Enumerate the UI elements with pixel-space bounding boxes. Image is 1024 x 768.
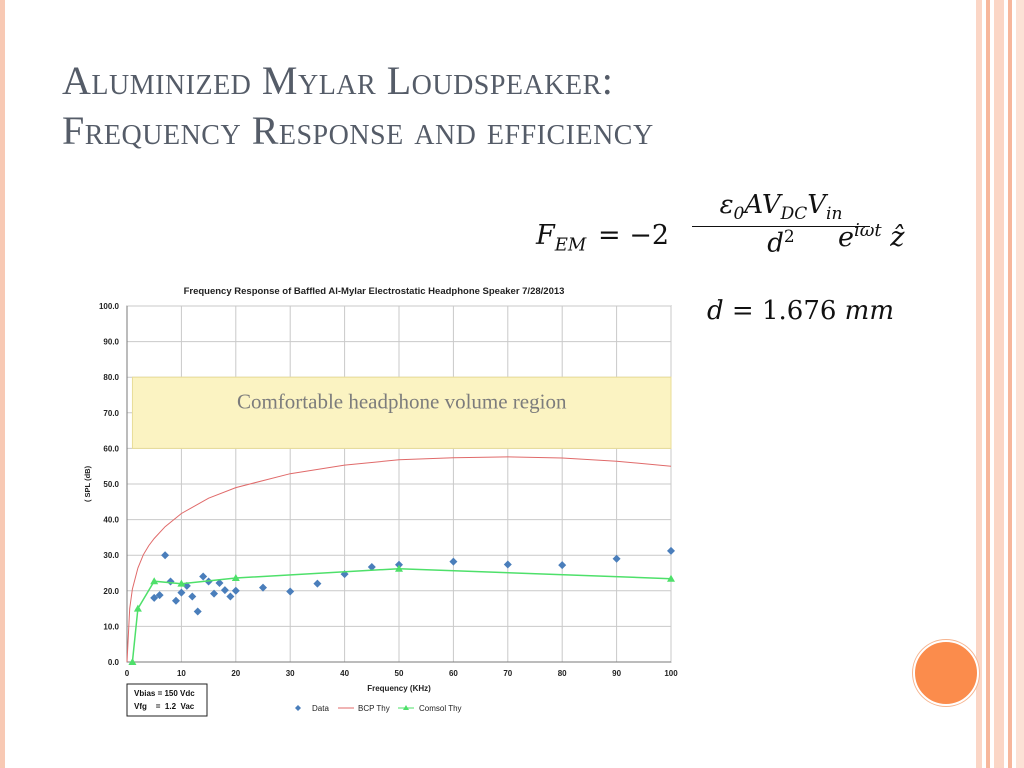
x-tick-label: 40 <box>340 669 349 678</box>
formula-equals-coefficient: = −2 <box>598 220 670 251</box>
formula-fraction: ε0AVDCVin d2 <box>692 190 870 259</box>
data-point <box>210 589 219 598</box>
data-point <box>177 588 186 597</box>
x-axis-label: Frequency (KHz) <box>367 684 431 693</box>
data-point <box>220 586 229 595</box>
legend-marker-data <box>295 705 301 711</box>
formula-lhs: FEM <box>536 220 587 256</box>
y-tick-label: 70.0 <box>103 409 119 418</box>
right-decorative-stripes <box>976 0 1024 768</box>
data-point <box>199 572 208 581</box>
x-tick-label: 90 <box>612 669 621 678</box>
data-point <box>188 592 197 601</box>
comfortable-volume-region-label: Comfortable headphone volume region <box>237 390 567 414</box>
legend-label: Data <box>312 704 329 713</box>
distance-equation: d = 1.676 mm <box>707 296 894 326</box>
y-tick-label: 50.0 <box>103 480 119 489</box>
x-tick-label: 30 <box>286 669 295 678</box>
comsol-point <box>231 573 240 581</box>
y-tick-label: 80.0 <box>103 373 119 382</box>
slide-title-line-2: Frequency Response and efficiency <box>62 108 654 153</box>
data-point <box>161 551 170 560</box>
legend-label: BCP Thy <box>358 704 390 713</box>
data-point <box>193 607 202 616</box>
annotation-vbias: Vbias = 150 Vdc <box>134 689 195 698</box>
comsol-point <box>150 577 159 585</box>
comsol-point <box>177 579 186 587</box>
data-point <box>286 587 295 596</box>
slide-title-line-1: Aluminized Mylar Loudspeaker: <box>62 58 614 103</box>
y-tick-label: 60.0 <box>103 444 119 453</box>
annotation-vfg: Vfg = 1.2 Vac <box>134 702 195 711</box>
data-point <box>313 579 322 588</box>
y-tick-label: 0.0 <box>108 658 120 667</box>
formula-denominator: d2 <box>767 227 795 259</box>
formula-numerator: ε0AVDCVin <box>692 190 870 228</box>
data-point <box>150 593 159 602</box>
data-point <box>558 561 567 570</box>
x-tick-label: 60 <box>449 669 458 678</box>
y-tick-label: 40.0 <box>103 516 119 525</box>
chart-axes: 0 10 20 30 40 50 60 70 80 90 100 0.0 10.0 20.0 30.0 40.… <box>99 302 678 678</box>
x-tick-label: 20 <box>231 669 240 678</box>
data-point <box>171 596 180 605</box>
chart-title: Frequency Response of Baffled Al-Mylar E… <box>184 286 565 297</box>
y-tick-label: 90.0 <box>103 338 119 347</box>
legend-marker-comsol <box>403 705 409 710</box>
x-tick-label: 0 <box>125 669 130 678</box>
comsol-point <box>395 564 403 572</box>
y-tick-label: 20.0 <box>103 587 119 596</box>
comsol-point <box>667 574 675 582</box>
x-tick-label: 10 <box>177 669 186 678</box>
formula-exponential: eiωt ẑ <box>838 220 905 253</box>
force-formula: FEM = −2 ε0AVDCVin d2 eiωt ẑ <box>536 186 936 276</box>
y-tick-label: 10.0 <box>103 622 119 631</box>
series-line-bcp-thy <box>126 456 672 663</box>
y-tick-label: 100.0 <box>99 302 120 311</box>
x-tick-label: 50 <box>395 669 404 678</box>
data-point <box>367 562 376 571</box>
comsol-point <box>133 604 142 612</box>
x-tick-label: 100 <box>664 669 678 678</box>
comfortable-volume-region <box>131 376 672 449</box>
x-tick-label: 70 <box>503 669 512 678</box>
data-point <box>503 560 512 569</box>
data-point <box>259 583 267 592</box>
comsol-point <box>128 658 137 665</box>
y-axis-label: ( SPL (dB) <box>83 465 92 502</box>
data-point <box>215 578 224 587</box>
orange-circle-decoration <box>913 640 979 706</box>
frequency-response-chart: Comfortable headphone volume region 0 10 2… <box>83 286 678 717</box>
chart-series <box>126 456 675 665</box>
data-point <box>667 546 675 555</box>
data-point <box>449 557 458 566</box>
data-point <box>231 586 240 595</box>
data-point <box>155 591 164 600</box>
slide-title: Aluminized Mylar Loudspeaker: Frequency … <box>62 56 942 156</box>
chart-grid <box>126 305 672 663</box>
legend-label: Comsol Thy <box>419 704 462 713</box>
x-tick-label: 80 <box>558 669 567 678</box>
data-point <box>612 554 621 563</box>
annotation-box: Vbias = 150 Vdc Vfg = 1.2 Vac <box>126 683 208 717</box>
y-tick-label: 30.0 <box>103 551 119 560</box>
left-border <box>0 0 5 768</box>
chart-legend: Data BCP Thy Comsol Thy <box>295 704 462 713</box>
data-point <box>226 592 235 601</box>
